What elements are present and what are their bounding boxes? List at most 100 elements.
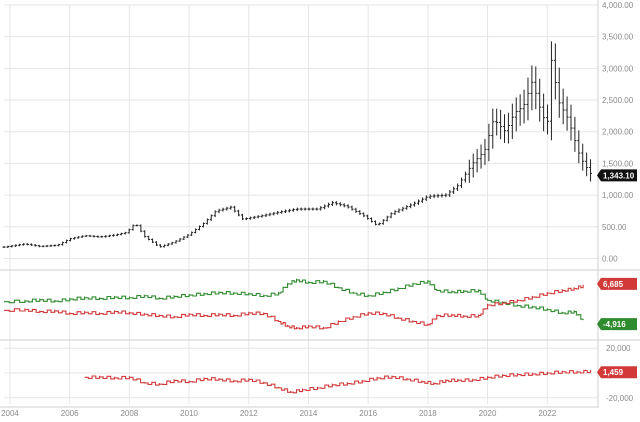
price-bar (127, 228, 131, 234)
price-bar (241, 213, 245, 221)
price-bar (448, 189, 452, 198)
bottom-last-value-badge: 1,459 (597, 366, 637, 379)
price-bar (88, 234, 92, 238)
bottom-tick-label: 20,000 (606, 344, 631, 353)
price-bar (549, 41, 553, 141)
price-bar (440, 193, 444, 198)
price-tick-label: 1,500.00 (602, 159, 634, 168)
price-bar (37, 244, 41, 248)
price-bar (244, 217, 248, 221)
price-bar (381, 219, 385, 225)
axis-labels: 0.00 500.00 1,000.00 1,500.00 2,000.00 2,500.… (1, 1, 634, 418)
price-bar (194, 228, 198, 234)
price-bar (154, 241, 158, 247)
price-bar (350, 205, 354, 211)
price-bar (178, 238, 182, 242)
price-bar (471, 153, 475, 178)
price-bar (432, 194, 436, 199)
price-bar (143, 230, 147, 238)
price-bar (553, 43, 557, 100)
price-bar (268, 212, 272, 217)
price-bar (514, 97, 518, 132)
price-last-value-badge: 1,343.10 (597, 169, 637, 182)
price-bar (409, 203, 413, 209)
price-bar (158, 244, 162, 248)
price-bar (416, 199, 420, 205)
price-bar (405, 205, 409, 210)
price-bar (397, 208, 401, 214)
price-bar (276, 211, 280, 215)
price-bar (542, 93, 546, 132)
price-tick-label: 0.00 (602, 254, 618, 263)
price-bar (581, 143, 585, 171)
price-tick-label: 4,000.00 (602, 1, 634, 10)
bottom-panel (84, 369, 592, 394)
price-bar (248, 216, 252, 220)
price-bar (307, 207, 311, 211)
price-bar (569, 104, 573, 141)
price-tick-label: 2,000.00 (602, 128, 634, 137)
price-bar (65, 239, 69, 244)
price-bar (119, 232, 123, 236)
price-bar (92, 235, 96, 238)
price-bar (14, 244, 18, 247)
price-bar (252, 215, 256, 220)
price-bar (162, 244, 166, 248)
price-bar (256, 215, 260, 219)
price-bar (311, 207, 315, 211)
price-bar (25, 243, 29, 246)
price-bar (280, 210, 284, 214)
price-bar (123, 231, 127, 235)
price-bar (420, 197, 424, 203)
price-bar (561, 88, 565, 125)
price-bar (358, 210, 362, 215)
price-bar (522, 89, 526, 124)
price-bar (237, 209, 241, 217)
price-bar (272, 211, 276, 216)
year-tick-label: 2016 (359, 409, 377, 418)
price-bar (205, 218, 209, 225)
price-bar (174, 240, 178, 244)
price-bar (49, 244, 53, 247)
price-bar (68, 237, 72, 242)
price-bar (76, 236, 80, 239)
price-bar (115, 233, 119, 237)
price-bar (84, 234, 88, 238)
price-bar (6, 245, 10, 249)
price-bar (166, 243, 170, 247)
price-tick-label: 1,000.00 (602, 191, 634, 200)
price-bar (342, 203, 346, 208)
price-bar (401, 206, 405, 212)
price-tick-label: 3,000.00 (602, 64, 634, 73)
price-bar (327, 202, 331, 208)
price-bar (315, 207, 319, 211)
price-bar (452, 186, 456, 195)
price-bar (463, 171, 467, 183)
price-bar (456, 183, 460, 192)
price-tick-label: 2,500.00 (602, 96, 634, 105)
price-bar (370, 217, 374, 223)
price-bar (487, 123, 491, 162)
price-bar (557, 67, 561, 118)
svg-text:-4,916: -4,916 (603, 320, 626, 329)
price-bar (393, 210, 397, 216)
price-bar (186, 234, 190, 239)
price-bar (436, 193, 440, 198)
price-bar (319, 206, 323, 211)
grid-layer (4, 4, 598, 404)
price-bar (534, 66, 538, 110)
price-bar (491, 108, 495, 149)
price-bar (147, 235, 151, 241)
price-bar (479, 144, 483, 169)
year-tick-label: 2008 (120, 409, 138, 418)
price-bar (413, 201, 417, 207)
svg-text:6,685: 6,685 (603, 280, 624, 289)
price-bar (198, 225, 202, 231)
price-bar (284, 209, 288, 214)
price-bar (330, 201, 334, 207)
price-bar (303, 207, 307, 211)
middle-series-green (4, 278, 584, 321)
price-bar (225, 206, 229, 211)
price-bar (104, 235, 108, 238)
year-tick-label: 2006 (61, 409, 79, 418)
